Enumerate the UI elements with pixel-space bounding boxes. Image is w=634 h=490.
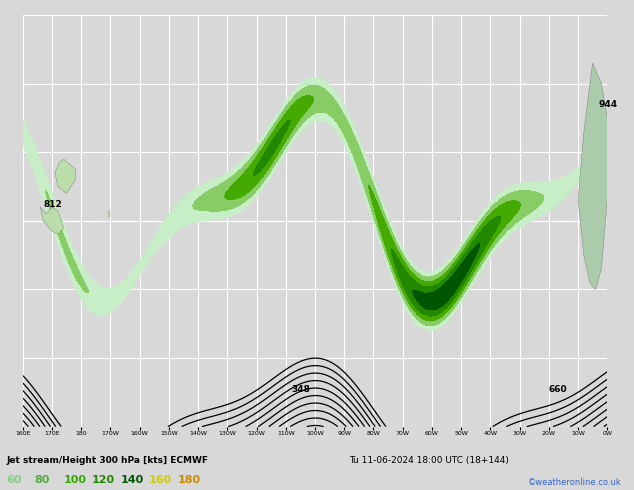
Text: 100: 100 [63, 475, 86, 485]
Polygon shape [55, 159, 75, 194]
Text: 348: 348 [292, 385, 311, 394]
Text: 944: 944 [598, 99, 618, 109]
Polygon shape [41, 207, 63, 235]
Polygon shape [578, 63, 607, 290]
Text: 812: 812 [43, 200, 62, 209]
Text: Tu 11-06-2024 18:00 UTC (18+144): Tu 11-06-2024 18:00 UTC (18+144) [349, 456, 508, 465]
Text: 660: 660 [549, 385, 567, 394]
Text: 80: 80 [35, 475, 50, 485]
Text: 160: 160 [149, 475, 172, 485]
Polygon shape [108, 211, 110, 218]
Text: Jet stream/Height 300 hPa [kts] ECMWF: Jet stream/Height 300 hPa [kts] ECMWF [6, 456, 209, 465]
Text: 180: 180 [178, 475, 200, 485]
Text: 140: 140 [120, 475, 144, 485]
Text: 120: 120 [92, 475, 115, 485]
Text: ©weatheronline.co.uk: ©weatheronline.co.uk [527, 478, 621, 487]
Text: 60: 60 [6, 475, 22, 485]
